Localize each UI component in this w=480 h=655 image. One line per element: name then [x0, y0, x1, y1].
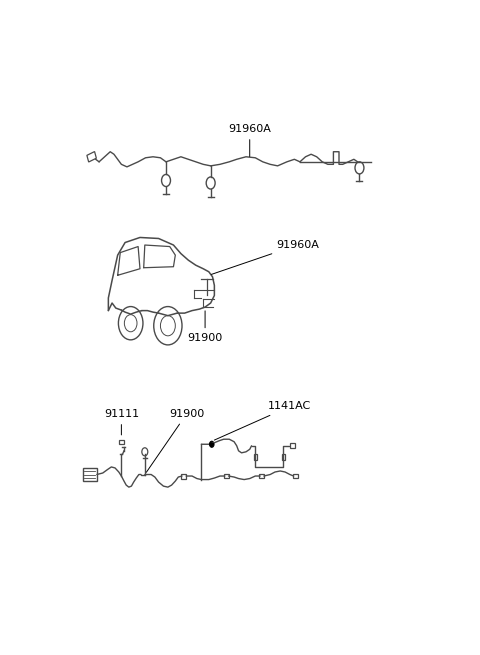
- Text: 91111: 91111: [104, 409, 139, 435]
- Text: 91900: 91900: [188, 311, 223, 343]
- Bar: [119, 440, 124, 443]
- Bar: [87, 151, 96, 162]
- Bar: [290, 443, 295, 448]
- Circle shape: [124, 314, 137, 332]
- Circle shape: [210, 441, 214, 447]
- Text: 91960A: 91960A: [211, 240, 319, 274]
- Bar: [181, 474, 186, 479]
- Bar: [253, 453, 257, 460]
- Circle shape: [162, 174, 170, 187]
- Text: 91900: 91900: [146, 409, 204, 472]
- Bar: [293, 474, 298, 478]
- Circle shape: [119, 307, 143, 340]
- Circle shape: [355, 162, 364, 174]
- Circle shape: [142, 448, 148, 456]
- Bar: [282, 453, 285, 460]
- Circle shape: [206, 177, 215, 189]
- Bar: [83, 468, 97, 481]
- Text: 91960A: 91960A: [228, 124, 271, 157]
- Text: 1141AC: 1141AC: [214, 402, 312, 440]
- Bar: [224, 474, 228, 478]
- Circle shape: [160, 316, 175, 336]
- Circle shape: [154, 307, 182, 345]
- Bar: [259, 474, 264, 478]
